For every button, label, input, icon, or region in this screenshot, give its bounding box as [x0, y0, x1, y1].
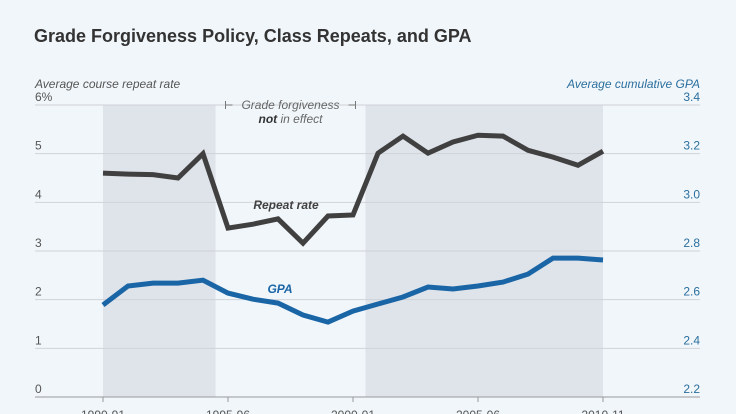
y-left-tick-label: 3 [35, 236, 42, 250]
series-label-repeat-rate: Repeat rate [253, 198, 319, 212]
x-tick-label: 1990-91 [81, 408, 125, 414]
y-left-tick-label: 6% [35, 90, 53, 104]
y-right-tick-label: 2.8 [683, 236, 700, 250]
y-right-tick-label: 2.2 [683, 382, 700, 396]
y-left-tick-label: 2 [35, 285, 42, 299]
y-left-tick-label: 0 [35, 382, 42, 396]
y-right-tick-label: 2.6 [683, 285, 700, 299]
y-left-axis-label: Average course repeat rate [34, 77, 181, 91]
y-right-tick-label: 3.2 [683, 139, 700, 153]
y-right-tick-label: 2.4 [683, 333, 700, 347]
y-right-axis-label: Average cumulative GPA [566, 77, 700, 91]
x-tick-label: 2010-11 [581, 408, 624, 414]
x-tick-label: 2005-06 [456, 408, 500, 414]
y-right-tick-label: 3.4 [683, 90, 700, 104]
annotation-line1: Grade forgiveness [241, 98, 339, 112]
x-tick-label: 1995-96 [206, 408, 250, 414]
y-left-tick-label: 4 [35, 187, 42, 201]
series-label-gpa: GPA [267, 282, 292, 296]
annotation-line2: not in effect [258, 112, 323, 126]
y-left-tick-label: 5 [35, 139, 42, 153]
chart-title: Grade Forgiveness Policy, Class Repeats,… [34, 26, 472, 46]
x-tick-label: 2000-01 [331, 408, 375, 414]
y-left-tick-label: 1 [35, 333, 42, 347]
y-right-tick-label: 3.0 [683, 187, 700, 201]
